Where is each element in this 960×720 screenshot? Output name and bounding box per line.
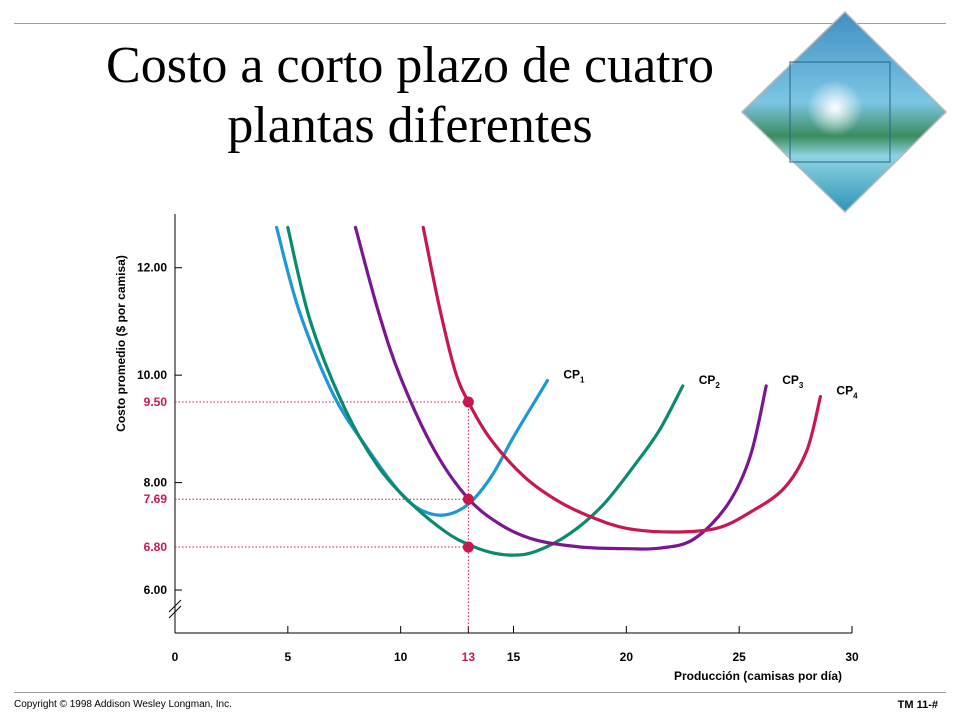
slide-title: Costo a corto plazo de cuatro plantas di… (60, 36, 760, 156)
slide-title-line-1: Costo a corto plazo de cuatro (106, 37, 714, 94)
series-label-cp4: CP4 (836, 384, 858, 401)
bottom-rule (14, 692, 946, 693)
series-label-cp2: CP2 (699, 373, 721, 390)
x-tick-label: 0 (172, 650, 179, 664)
series-line-cp1 (275, 225, 549, 517)
x-tick-label: 10 (394, 650, 408, 664)
y-highlight-label: 6.80 (144, 540, 168, 554)
y-highlight-label: 9.50 (144, 395, 168, 409)
x-tick-label: 25 (732, 650, 746, 664)
axis-break-mark (168, 605, 182, 619)
series-line-cp2 (286, 225, 685, 557)
x-tick-label: 20 (620, 650, 634, 664)
page-label: TM 11-# (897, 699, 938, 711)
axis-break-mark (168, 599, 182, 613)
y-highlight-label: 7.69 (144, 492, 168, 506)
decorative-image (740, 10, 948, 214)
x-tick-label: 30 (845, 650, 859, 664)
highlight-point (462, 493, 474, 505)
series-label-cp1: CP1 (563, 368, 585, 385)
highlight-point (462, 541, 474, 553)
series-line-cp4 (421, 225, 822, 534)
y-tick-label: 6.00 (144, 583, 168, 597)
y-tick-label: 8.00 (144, 476, 168, 490)
highlight-point (462, 396, 474, 408)
series-label-cp3: CP3 (782, 373, 804, 390)
series-line-cp3 (353, 225, 768, 551)
y-axis-title: Costo promedio ($ por camisa) (114, 255, 128, 432)
slide-title-line-2: plantas diferentes (227, 97, 593, 154)
y-tick-label: 12.00 (137, 261, 167, 275)
x-tick-label: 13 (462, 650, 476, 664)
x-tick-label: 15 (507, 650, 521, 664)
x-tick-label: 5 (284, 650, 291, 664)
top-rule (14, 23, 946, 24)
copyright-text: Copyright © 1998 Addison Wesley Longman,… (14, 699, 232, 710)
x-axis-title: Producción (camisas por día) (674, 669, 842, 683)
y-tick-label: 10.00 (137, 368, 167, 382)
